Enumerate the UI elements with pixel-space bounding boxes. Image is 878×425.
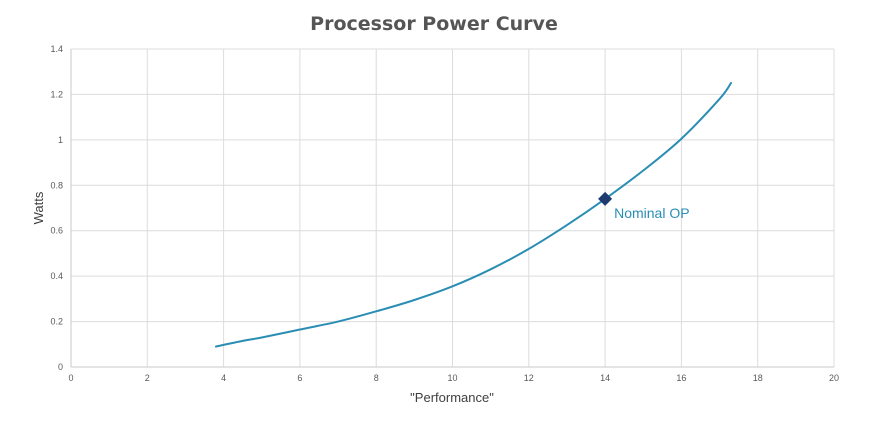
x-tick-label: 2 <box>145 373 150 383</box>
y-tick-label: 0.4 <box>50 271 63 281</box>
y-tick-labels: 0 0.2 0.4 0.6 0.8 1 1.2 1.4 <box>50 44 63 372</box>
y-tick-label: 1.4 <box>50 44 63 54</box>
nominal-op-marker <box>598 191 613 206</box>
axes <box>70 49 834 368</box>
y-tick-label: 0 <box>58 362 63 372</box>
x-tick-label: 0 <box>68 373 73 383</box>
x-tick-label: 6 <box>297 373 302 383</box>
y-tick-label: 0.2 <box>50 317 63 327</box>
gridlines <box>71 48 835 367</box>
x-tick-label: 12 <box>524 373 534 383</box>
x-tick-labels: 0 2 4 6 8 10 12 14 16 18 20 <box>68 373 839 383</box>
x-axis-label: "Performance" <box>410 390 494 405</box>
nominal-op-label: Nominal OP <box>614 205 689 221</box>
y-tick-label: 1 <box>58 135 63 145</box>
series-line <box>214 82 732 348</box>
x-tick-label: 18 <box>753 373 763 383</box>
x-tick-label: 20 <box>829 373 839 383</box>
y-tick-label: 1.2 <box>50 89 63 99</box>
y-tick-label: 0.8 <box>50 180 63 190</box>
x-tick-label: 8 <box>374 373 379 383</box>
x-tick-label: 16 <box>676 373 686 383</box>
y-axis-label: Watts <box>31 191 46 224</box>
series-layer <box>214 82 732 348</box>
x-tick-label: 14 <box>600 373 610 383</box>
chart-title: Processor Power Curve <box>310 13 558 35</box>
x-tick-label: 4 <box>221 373 226 383</box>
y-tick-label: 0.6 <box>50 226 63 236</box>
annotations: Nominal OP <box>598 191 690 221</box>
x-tick-label: 10 <box>447 373 457 383</box>
